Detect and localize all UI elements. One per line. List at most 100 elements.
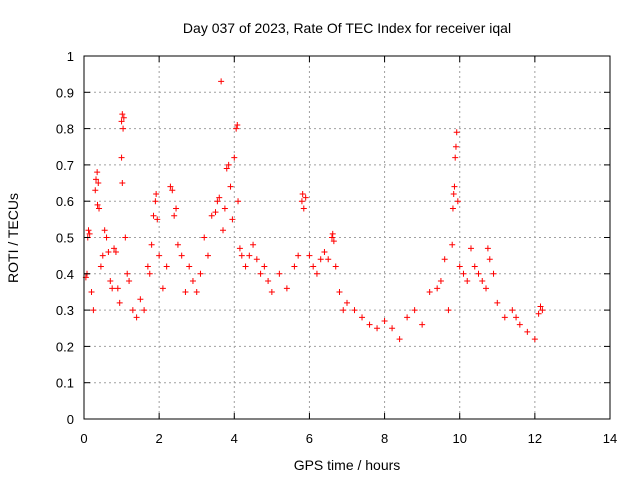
data-point xyxy=(144,263,151,270)
plot-frame xyxy=(83,55,611,420)
x-tick-label: 10 xyxy=(452,431,466,446)
data-point xyxy=(265,278,272,285)
data-point xyxy=(182,288,189,295)
chart-title: Day 037 of 2023, Rate Of TEC Index for r… xyxy=(183,20,511,36)
data-point xyxy=(475,270,482,277)
data-point xyxy=(381,317,388,324)
data-point xyxy=(494,299,501,306)
data-point xyxy=(453,129,460,136)
data-point xyxy=(233,125,240,132)
data-point xyxy=(120,125,127,132)
data-point xyxy=(344,299,350,306)
data-point xyxy=(516,321,523,328)
data-point xyxy=(148,241,155,248)
data-point xyxy=(501,314,508,321)
data-point xyxy=(452,143,459,150)
data-point xyxy=(197,270,204,277)
data-point xyxy=(221,205,228,212)
data-point xyxy=(467,245,474,252)
data-point xyxy=(101,227,108,234)
data-point xyxy=(212,209,219,216)
data-point xyxy=(126,278,133,285)
data-point xyxy=(171,212,178,219)
data-point xyxy=(456,263,463,270)
data-point xyxy=(336,288,343,295)
data-point xyxy=(434,285,441,292)
data-point xyxy=(306,252,313,259)
data-point xyxy=(471,263,478,270)
data-point xyxy=(133,314,140,321)
data-point xyxy=(156,252,163,259)
data-point xyxy=(109,285,116,292)
data-point xyxy=(105,249,112,256)
data-point xyxy=(88,288,95,295)
data-point xyxy=(229,216,236,223)
data-point xyxy=(449,205,456,212)
data-point xyxy=(118,154,125,161)
x-tick-label: 6 xyxy=(306,431,313,446)
y-tick-label: 1 xyxy=(67,49,74,64)
y-tick-label: 0.6 xyxy=(56,194,74,209)
data-point xyxy=(531,336,538,343)
data-point xyxy=(321,249,328,256)
data-point xyxy=(535,310,542,317)
data-point xyxy=(257,270,264,277)
data-point xyxy=(291,263,298,270)
data-point xyxy=(178,252,185,259)
data-point xyxy=(450,190,457,197)
data-point xyxy=(234,121,241,128)
data-point xyxy=(103,234,110,241)
data-point xyxy=(93,176,100,183)
data-point xyxy=(479,278,486,285)
x-tick-label: 4 xyxy=(231,431,238,446)
data-point xyxy=(437,278,444,285)
data-point xyxy=(116,299,123,306)
data-point xyxy=(218,78,225,85)
data-point xyxy=(509,307,516,314)
data-point xyxy=(484,245,491,252)
data-point xyxy=(129,307,136,314)
data-point xyxy=(238,252,245,259)
data-point xyxy=(99,252,106,259)
data-point xyxy=(374,325,381,332)
data-point xyxy=(189,278,196,285)
y-axis-label: ROTI / TECUs xyxy=(5,193,21,283)
data-point xyxy=(94,201,101,208)
data-point xyxy=(92,187,99,194)
data-point xyxy=(268,288,275,295)
data-point xyxy=(246,252,253,259)
y-tick-label: 0.3 xyxy=(56,303,74,318)
data-point xyxy=(396,336,403,343)
data-point xyxy=(204,252,211,259)
data-point xyxy=(94,169,101,176)
data-point xyxy=(223,165,230,172)
data-point xyxy=(539,307,546,314)
data-point xyxy=(86,230,93,237)
y-tick-label: 0.7 xyxy=(56,158,74,173)
data-point xyxy=(310,263,317,270)
y-tick-label: 0.9 xyxy=(56,85,74,100)
data-point xyxy=(225,161,232,168)
data-point xyxy=(300,205,307,212)
data-point xyxy=(454,198,461,205)
data-point xyxy=(169,187,176,194)
data-point xyxy=(299,190,306,197)
y-tick-label: 0.1 xyxy=(56,376,74,391)
data-point xyxy=(120,114,127,121)
data-point xyxy=(330,238,337,245)
x-tick-label: 2 xyxy=(156,431,163,446)
data-point xyxy=(524,328,531,335)
data-point xyxy=(452,154,459,161)
data-point xyxy=(208,212,215,219)
data-point xyxy=(276,270,283,277)
data-point xyxy=(201,234,208,241)
data-point xyxy=(404,314,411,321)
data-point xyxy=(329,230,336,237)
data-point xyxy=(235,198,242,205)
data-point xyxy=(295,252,302,259)
data-point xyxy=(426,288,433,295)
data-point xyxy=(186,263,193,270)
data-point xyxy=(366,321,373,328)
data-point xyxy=(298,198,305,205)
